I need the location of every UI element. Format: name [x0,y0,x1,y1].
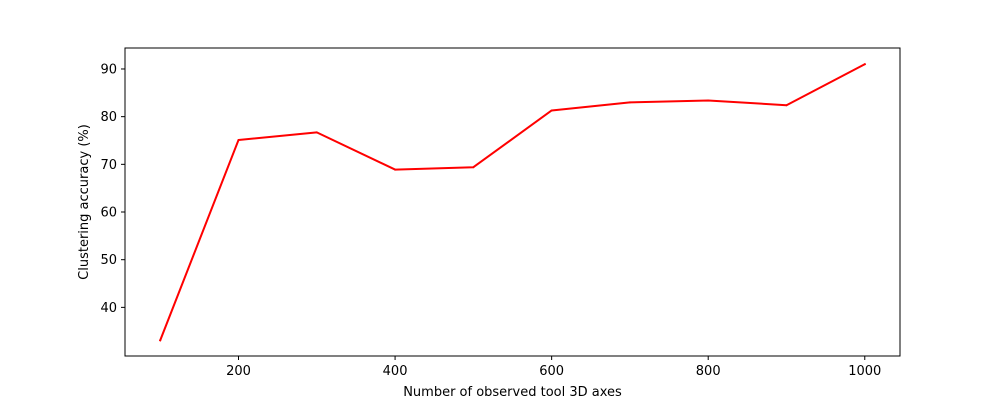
y-tick-label: 50 [100,253,117,268]
y-axis-label: Clustering accuracy (%) [77,124,92,280]
series-layer [158,62,867,342]
x-tick-label: 600 [539,364,564,379]
y-tick-label: 90 [100,62,117,77]
data-point [315,131,318,134]
series-line [158,62,867,342]
x-tick-label: 400 [383,364,408,379]
x-tick-label: 800 [696,364,721,379]
data-point [628,101,631,104]
data-point [472,166,475,169]
x-tick-label: 200 [226,364,251,379]
y-axis-ticks: 40 50 60 70 80 90 [100,62,125,316]
data-point [159,339,162,342]
plot-frame [124,47,901,357]
data-point [707,99,710,102]
x-axis-ticks: 200 400 600 800 1000 [226,356,881,379]
y-tick-label: 70 [100,158,117,173]
y-tick-label: 60 [100,206,117,221]
x-tick-label: 1000 [848,364,881,379]
data-point [550,109,553,112]
data-point [863,63,866,66]
x-axis-label: Number of observed tool 3D axes [403,385,622,400]
y-tick-label: 80 [100,110,117,125]
data-point [785,104,788,107]
data-point [394,168,397,171]
data-point [237,139,240,142]
y-tick-label: 40 [100,301,117,316]
